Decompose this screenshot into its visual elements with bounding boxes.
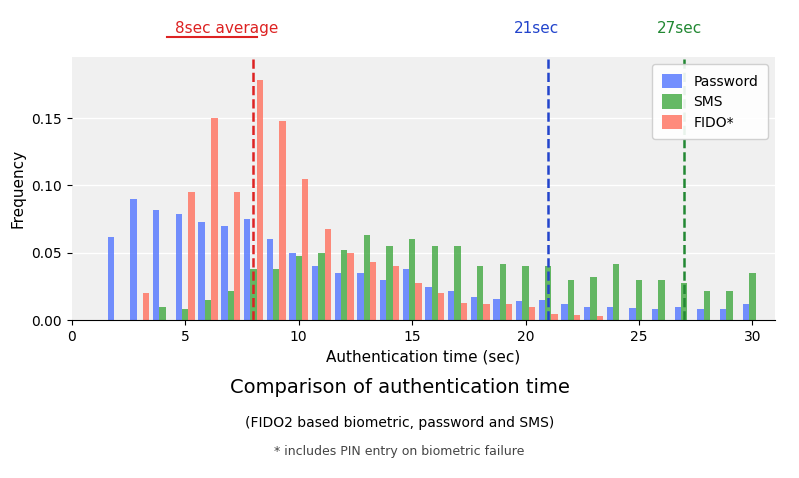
Bar (551, 314, 558, 320)
Bar (597, 316, 603, 320)
Bar (267, 239, 273, 320)
Bar (370, 262, 376, 320)
Bar (461, 303, 467, 320)
Bar (471, 297, 477, 320)
Text: 21sec: 21sec (514, 21, 559, 36)
Bar (279, 121, 285, 320)
Bar (499, 264, 506, 320)
Bar (182, 309, 189, 320)
Bar (324, 228, 331, 320)
Bar (273, 269, 279, 320)
Bar (493, 299, 499, 320)
Bar (590, 277, 597, 320)
Bar (483, 304, 490, 320)
Bar (289, 253, 296, 320)
Bar (386, 246, 392, 320)
Bar (529, 307, 535, 320)
Bar (205, 300, 211, 320)
Bar (516, 302, 523, 320)
Bar (568, 280, 574, 320)
Bar (415, 282, 422, 320)
Bar (335, 273, 341, 320)
Bar (392, 266, 399, 320)
Bar (477, 266, 483, 320)
Bar (506, 304, 512, 320)
Bar (704, 291, 710, 320)
Bar (176, 214, 182, 320)
Bar (364, 235, 370, 320)
Y-axis label: Frequency: Frequency (11, 149, 26, 228)
Bar (296, 256, 302, 320)
Bar (438, 293, 444, 320)
Bar (318, 253, 324, 320)
Bar (160, 307, 166, 320)
Bar (613, 264, 619, 320)
Bar (221, 226, 228, 320)
Bar (211, 118, 217, 320)
Bar (636, 280, 642, 320)
Bar (189, 192, 195, 320)
Bar (749, 273, 756, 320)
Bar (584, 307, 590, 320)
Text: (FIDO2 based biometric, password and SMS): (FIDO2 based biometric, password and SMS… (244, 416, 555, 430)
Bar (403, 269, 409, 320)
Bar (562, 304, 568, 320)
Bar (348, 253, 354, 320)
Bar (726, 291, 733, 320)
Bar (675, 307, 681, 320)
Bar (652, 309, 658, 320)
Legend: Password, SMS, FIDO*: Password, SMS, FIDO* (652, 65, 768, 139)
Bar (448, 291, 455, 320)
Bar (409, 239, 415, 320)
Bar (198, 222, 205, 320)
Bar (108, 237, 114, 320)
Bar (574, 315, 580, 320)
Bar (250, 269, 256, 320)
Bar (681, 282, 687, 320)
Bar (545, 266, 551, 320)
X-axis label: Authentication time (sec): Authentication time (sec) (326, 349, 521, 365)
Bar (130, 199, 137, 320)
Text: 8sec average: 8sec average (175, 21, 279, 36)
Bar (658, 280, 665, 320)
Bar (425, 286, 431, 320)
Text: 27sec: 27sec (657, 21, 702, 36)
Bar (630, 308, 636, 320)
Bar (153, 210, 160, 320)
Bar (244, 219, 250, 320)
Bar (143, 293, 149, 320)
Bar (341, 250, 348, 320)
Bar (380, 280, 386, 320)
Bar (606, 307, 613, 320)
Bar (312, 266, 318, 320)
Bar (743, 304, 749, 320)
Bar (302, 179, 308, 320)
Bar (539, 300, 545, 320)
Bar (234, 192, 240, 320)
Bar (357, 273, 364, 320)
Bar (228, 291, 234, 320)
Bar (256, 80, 263, 320)
Bar (698, 309, 704, 320)
Bar (720, 309, 726, 320)
Text: Comparison of authentication time: Comparison of authentication time (229, 378, 570, 397)
Bar (455, 246, 461, 320)
Bar (431, 246, 438, 320)
Bar (523, 266, 529, 320)
Text: * includes PIN entry on biometric failure: * includes PIN entry on biometric failur… (274, 445, 525, 458)
